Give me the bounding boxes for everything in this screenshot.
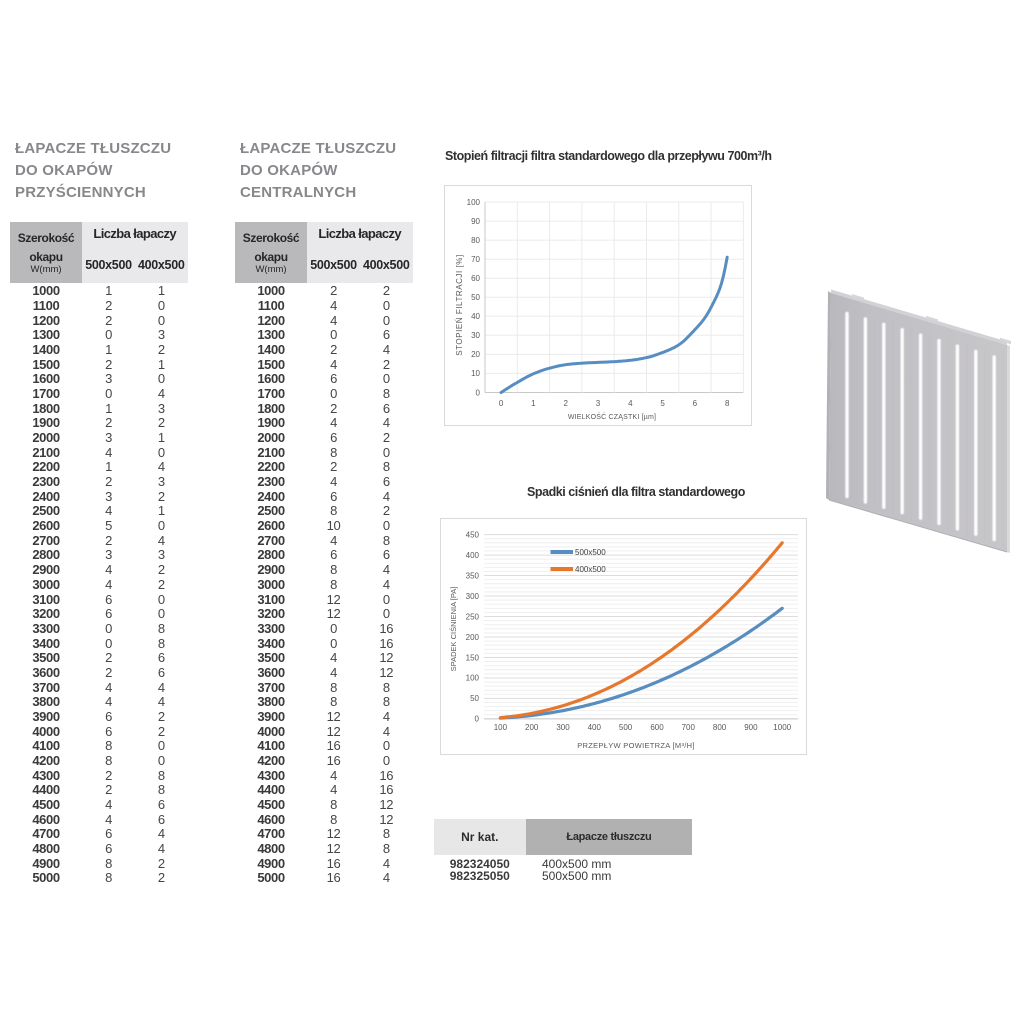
svg-text:WIELKOŚĆ CZĄSTKI [µm]: WIELKOŚĆ CZĄSTKI [µm] — [568, 412, 656, 421]
svg-text:700: 700 — [682, 723, 696, 732]
svg-text:50: 50 — [471, 293, 480, 302]
svg-text:500: 500 — [619, 723, 633, 732]
svg-text:1: 1 — [531, 399, 536, 408]
svg-text:600: 600 — [650, 723, 664, 732]
svg-text:300: 300 — [466, 592, 480, 601]
svg-text:400: 400 — [588, 723, 602, 732]
svg-text:80: 80 — [471, 236, 480, 245]
svg-text:90: 90 — [471, 217, 480, 226]
svg-text:150: 150 — [466, 653, 480, 662]
svg-text:40: 40 — [471, 312, 480, 321]
svg-text:70: 70 — [471, 255, 480, 264]
svg-text:250: 250 — [466, 612, 480, 621]
svg-text:8: 8 — [725, 399, 730, 408]
svg-text:3: 3 — [596, 399, 601, 408]
svg-text:2: 2 — [563, 399, 568, 408]
svg-text:0: 0 — [475, 715, 480, 724]
svg-text:0: 0 — [476, 388, 481, 397]
svg-text:20: 20 — [471, 350, 480, 359]
svg-text:350: 350 — [466, 571, 480, 580]
svg-text:100: 100 — [467, 198, 481, 207]
svg-text:PRZEPŁYW POWIETRZA [M³/H]: PRZEPŁYW POWIETRZA [M³/H] — [577, 741, 695, 750]
svg-text:50: 50 — [470, 694, 479, 703]
svg-text:300: 300 — [556, 723, 570, 732]
svg-text:200: 200 — [466, 633, 480, 642]
svg-text:400x500: 400x500 — [575, 565, 606, 574]
svg-text:10: 10 — [471, 369, 480, 378]
svg-text:100: 100 — [466, 674, 480, 683]
svg-text:STOPIEŃ FILTRACJI [%]: STOPIEŃ FILTRACJI [%] — [455, 254, 464, 356]
svg-text:100: 100 — [494, 723, 508, 732]
svg-text:SPADEK CIŚNIENIA [PA]: SPADEK CIŚNIENIA [PA] — [449, 587, 458, 672]
svg-text:900: 900 — [744, 723, 758, 732]
svg-text:0: 0 — [499, 399, 504, 408]
svg-text:4: 4 — [628, 399, 633, 408]
svg-text:30: 30 — [471, 331, 480, 340]
svg-text:5: 5 — [660, 399, 665, 408]
svg-text:400: 400 — [466, 551, 480, 560]
svg-text:800: 800 — [713, 723, 727, 732]
svg-text:450: 450 — [466, 530, 480, 539]
svg-text:200: 200 — [525, 723, 539, 732]
svg-text:60: 60 — [471, 274, 480, 283]
svg-text:500x500: 500x500 — [575, 548, 606, 557]
svg-text:1000: 1000 — [773, 723, 791, 732]
svg-text:6: 6 — [693, 399, 698, 408]
